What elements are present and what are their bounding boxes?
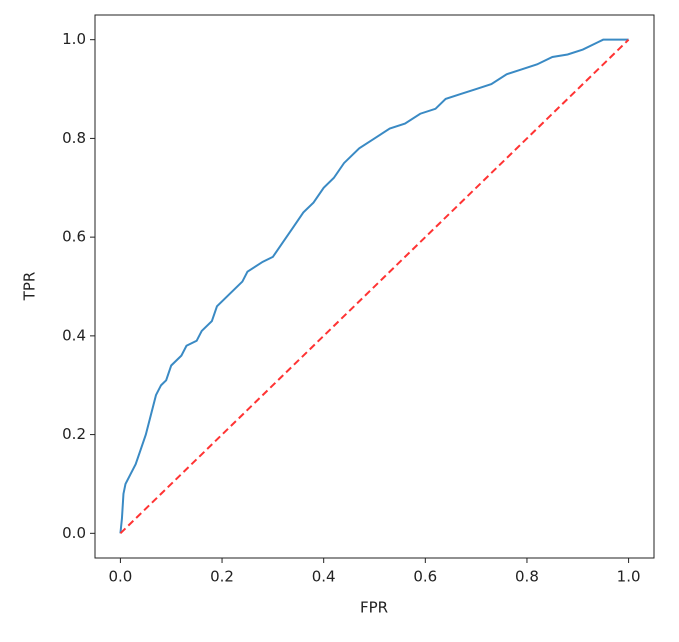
line [119,38,630,535]
y-tick-label: 0.4 [62,326,86,344]
x-tick-label: 0.8 [515,568,539,586]
y-tick-label: 0.6 [62,228,86,246]
plot-frame [94,14,655,559]
line [119,38,629,534]
x-tick-label: 0.2 [210,568,234,586]
x-tick-label: 0.0 [108,568,132,586]
y-tick-label: 1.0 [62,30,86,48]
y-axis-label: TPR [21,272,39,302]
x-axis-label: FPR [360,599,388,617]
x-tick-label: 0.6 [413,568,437,586]
y-tick-label: 0.8 [62,129,86,147]
y-tick-label: 0.2 [62,425,86,443]
y-tick-label: 0.0 [62,524,86,542]
x-tick-label: 1.0 [617,568,641,586]
x-tick-label: 0.4 [312,568,336,586]
